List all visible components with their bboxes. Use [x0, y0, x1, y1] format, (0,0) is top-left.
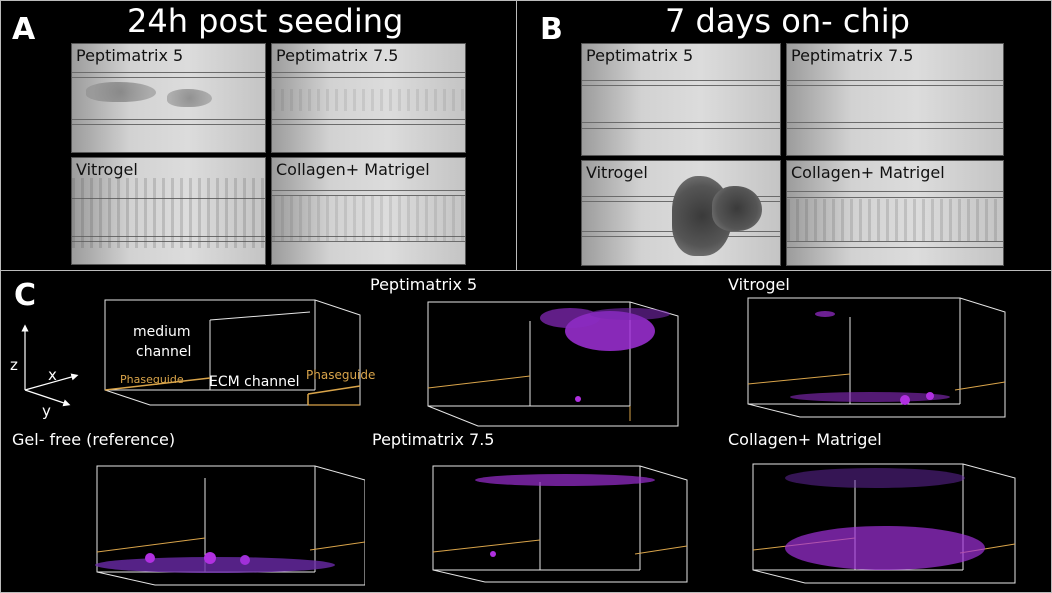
panel-b-letter: B [540, 12, 563, 47]
schematic-channel-label: channel [136, 344, 192, 360]
panel-a-image-peptimatrix-5: Peptimatrix 5 [71, 43, 266, 153]
panel-a-letter: A [12, 12, 36, 47]
panel-a-image-vitrogel: Vitrogel [71, 157, 266, 265]
panel-b-image-vitrogel: Vitrogel [581, 160, 781, 266]
render-collagen-matrigel [752, 463, 1016, 584]
panel-a-image-collagen-matrigel: Collagen+ Matrigel [271, 157, 466, 265]
image-label: Vitrogel [586, 163, 648, 182]
render-label-collagen-matrigel: Collagen+ Matrigel [728, 430, 882, 449]
render-label-peptimatrix-5: Peptimatrix 5 [370, 275, 478, 294]
channel-schematic [104, 299, 361, 406]
image-label: Peptimatrix 7.5 [276, 46, 399, 65]
panel-a-image-peptimatrix-7-5: Peptimatrix 7.5 [271, 43, 466, 153]
panel-b-title: 7 days on- chip [665, 2, 910, 40]
panel-c-letter: C [14, 278, 37, 313]
render-peptimatrix-5 [427, 301, 679, 427]
render-label-vitrogel: Vitrogel [728, 275, 790, 294]
panel-b-image-peptimatrix-7-5: Peptimatrix 7.5 [786, 43, 1004, 156]
panel-a-title: 24h post seeding [127, 2, 404, 40]
schematic-phaseguide-left: Phaseguide [120, 373, 184, 386]
axes-diagram [21, 324, 79, 407]
render-gel-free [95, 465, 365, 586]
axis-z-label: z [10, 356, 18, 374]
image-label: Collagen+ Matrigel [276, 160, 430, 179]
image-label: Collagen+ Matrigel [791, 163, 945, 182]
schematic-medium-label: medium [133, 324, 191, 340]
render-label-peptimatrix-7-5: Peptimatrix 7.5 [372, 430, 495, 449]
image-label: Peptimatrix 5 [586, 46, 694, 65]
schematic-phaseguide-right: Phaseguide [306, 368, 376, 382]
render-vitrogel [747, 297, 1006, 418]
image-label: Peptimatrix 7.5 [791, 46, 914, 65]
axis-x-label: x [48, 366, 57, 384]
render-label-gel-free: Gel- free (reference) [12, 430, 176, 449]
axis-y-label: y [42, 402, 51, 420]
image-label: Peptimatrix 5 [76, 46, 184, 65]
schematic-ecm-channel: ECM channel [209, 374, 300, 390]
panel-b-image-peptimatrix-5: Peptimatrix 5 [581, 43, 781, 156]
panel-b-image-collagen-matrigel: Collagen+ Matrigel [786, 160, 1004, 266]
render-peptimatrix-7-5 [432, 465, 688, 583]
image-label: Vitrogel [76, 160, 138, 179]
